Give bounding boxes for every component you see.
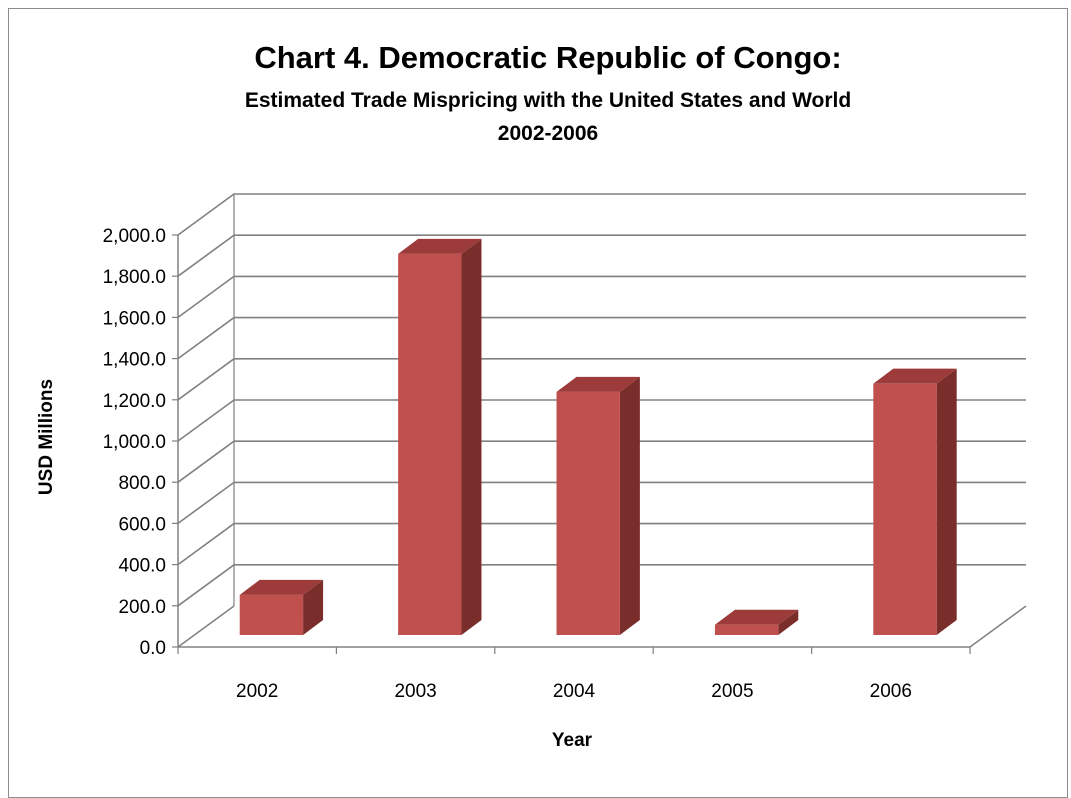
- gridline: [177, 481, 1026, 525]
- bar-side: [303, 579, 324, 635]
- y-tick-label: 1,800.0: [103, 267, 166, 288]
- y-axis-ticks: 0.0 200.0 400.0 600.0 800.0 1,000.0 1,200.0 1,4…: [103, 226, 166, 659]
- bar-top: [556, 376, 640, 392]
- bar-side: [936, 368, 957, 635]
- bar-2002: [239, 579, 324, 635]
- bar-front: [398, 253, 462, 635]
- gridlines: [172, 193, 1027, 648]
- bar-2004: [556, 376, 640, 635]
- y-tick-label: 800.0: [118, 473, 166, 494]
- bar-top: [398, 238, 482, 254]
- x-tick-label: 2002: [236, 681, 278, 702]
- y-tick-label: 2,000.0: [103, 226, 166, 247]
- gridline: [177, 234, 1026, 277]
- x-tick-label: 2006: [870, 681, 912, 702]
- y-tick-label: 1,400.0: [103, 350, 166, 371]
- bar-2003: [398, 238, 482, 635]
- bar-top: [239, 579, 324, 595]
- bar-front: [556, 391, 620, 635]
- bar-side: [619, 376, 640, 635]
- y-tick-label: 1,600.0: [103, 308, 166, 329]
- y-tick-label: 1,200.0: [103, 391, 166, 412]
- bar-front: [714, 624, 779, 635]
- chart-title: Chart 4. Democratic Republic of Congo:: [254, 40, 841, 75]
- gridline: [177, 275, 1026, 319]
- x-tick-label: 2003: [394, 681, 436, 702]
- gridline: [177, 440, 1026, 483]
- y-tick-label: 600.0: [118, 514, 166, 535]
- floor-right-edge: [969, 605, 1027, 648]
- floor-left-edge: [177, 605, 235, 648]
- bars: [239, 238, 957, 635]
- bar-top: [873, 368, 957, 384]
- gridline: [177, 193, 1026, 236]
- bar-front: [873, 383, 937, 635]
- bar-side: [461, 238, 482, 635]
- gridline: [177, 357, 1026, 401]
- chart-subtitle-line2: 2002-2006: [498, 122, 598, 145]
- bar-2005: [714, 609, 799, 635]
- gridline: [177, 316, 1026, 360]
- chart-subtitle-line1: Estimated Trade Mispricing with the Unit…: [245, 89, 851, 112]
- y-tick-label: 200.0: [118, 597, 166, 618]
- gridline: [177, 399, 1026, 442]
- gridline: [177, 522, 1026, 566]
- gridline: [177, 563, 1026, 607]
- x-axis-ticks: 2002 2003 2004 2005 2006: [177, 647, 971, 702]
- x-tick-label: 2004: [553, 681, 596, 702]
- y-tick-label: 1,000.0: [103, 432, 166, 453]
- y-axis-title: USD Millions: [36, 379, 57, 495]
- y-tick-label: 0.0: [140, 638, 166, 659]
- x-axis-title: Year: [552, 730, 593, 751]
- bar-2006: [873, 368, 957, 635]
- bar-front: [239, 594, 304, 635]
- bar-side: [778, 609, 799, 635]
- x-tick-label: 2005: [711, 681, 753, 702]
- bar-top: [714, 609, 799, 625]
- y-tick-label: 400.0: [118, 556, 166, 577]
